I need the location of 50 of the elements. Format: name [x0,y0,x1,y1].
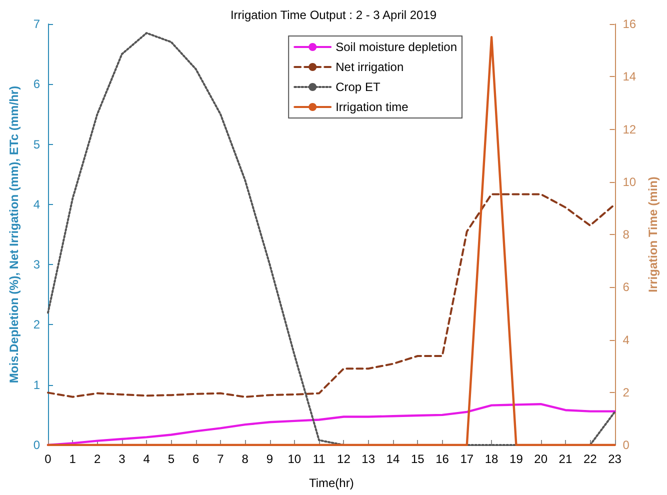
x-tick-label: 1 [69,452,76,466]
x-tick-label: 2 [94,452,101,466]
x-tick-label: 21 [558,452,572,466]
y-axis-title: Mois.Depletion (%), Net Irrigation (mm), ETc (mm/hr) [7,86,21,384]
x-tick-label: 7 [217,452,224,466]
legend-label: Crop ET [336,80,381,94]
y2-tick-label: 4 [622,332,630,347]
x-tick-label: 3 [118,452,126,466]
x-tick-label: 4 [143,452,150,466]
line-series [47,193,616,398]
y2-axis-title: Irrigation Time (min) [646,176,660,292]
x-tick-label: 19 [510,452,524,466]
x-tick-label: 10 [288,452,302,466]
y2-tick-label: 6 [622,280,630,294]
x-tick-label: 23 [608,452,622,466]
y-tick-label: 6 [33,77,40,92]
chart-title: Irrigation Time Output : 2 - 3 April 2019 [230,8,437,22]
y2-tick-label: 0 [622,438,630,452]
x-tick-label: 14 [386,452,400,466]
legend-label: Soil moisture depletion [336,40,458,54]
y-tick-label: 1 [33,378,40,392]
legend-label: Irrigation time [336,100,409,114]
y-tick-label: 2 [33,318,40,332]
x-tick-label: 17 [460,452,474,466]
x-tick-label: 16 [436,452,450,466]
x-tick-label: 20 [534,452,548,466]
x-tick-label: 22 [583,452,598,466]
x-tick-label: 8 [242,452,249,466]
y2-tick-label: 10 [622,174,636,189]
x-axis-title: Time(hr) [308,476,354,490]
x-tick-label: 6 [192,452,200,466]
y2-tick-label: 8 [622,228,630,242]
y-tick-label: 0 [33,438,40,452]
y2-tick-label: 14 [622,70,636,84]
y-tick-label: 7 [33,17,40,31]
y2-tick-label: 2 [622,385,630,400]
x-tick-label: 9 [266,452,274,466]
x-tick-label: 11 [312,452,326,466]
x-tick-label: 15 [410,452,425,466]
x-tick-label: 5 [168,452,175,466]
y-tick-label: 3 [33,258,40,272]
y-tick-label: 5 [33,137,40,152]
x-tick-label: 13 [362,452,376,466]
x-tick-label: 18 [484,452,499,466]
x-tick-label: 12 [337,452,351,466]
y2-tick-label: 12 [622,122,636,136]
legend-label: Net irrigation [336,60,404,74]
y-tick-label: 4 [33,197,40,212]
y2-tick-label: 16 [622,17,636,31]
x-tick-label: 0 [44,452,52,466]
